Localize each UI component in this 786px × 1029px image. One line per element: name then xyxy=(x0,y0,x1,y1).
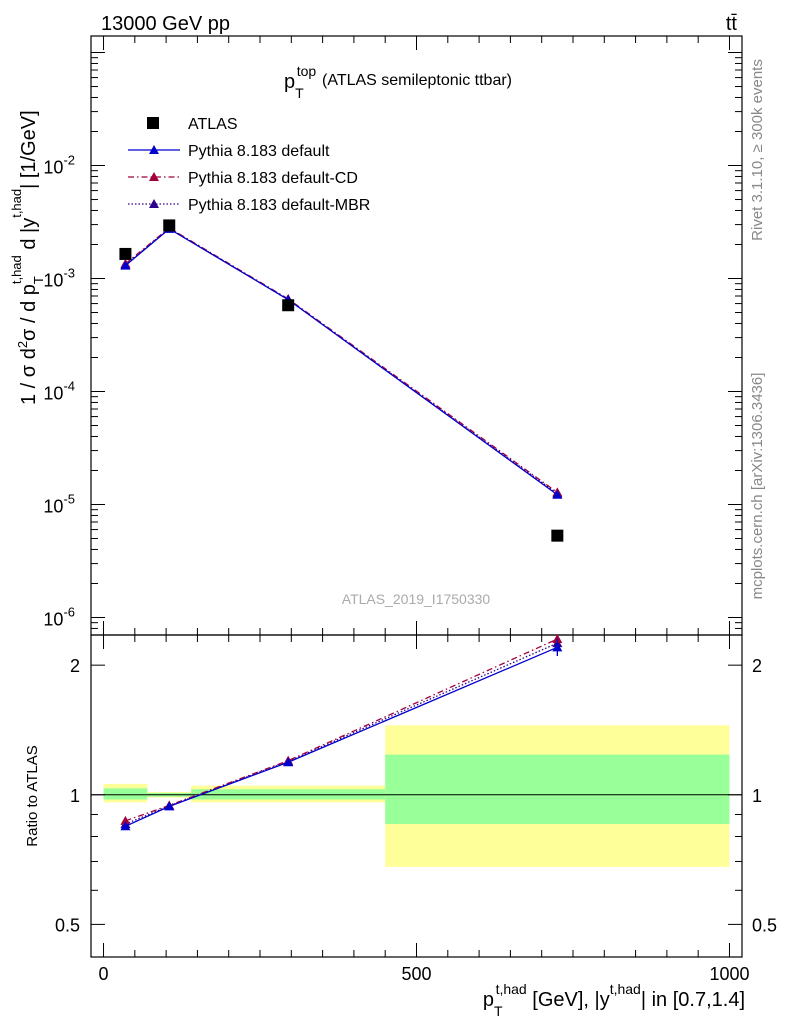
main-axis-ticks: 10-6 10-5 10-4 10-3 10-2 xyxy=(43,52,742,636)
legend-cd-marker xyxy=(149,172,159,181)
ratio-y-tick-label-right-0: 0.5 xyxy=(752,915,777,935)
legend-mbr-marker xyxy=(149,199,159,208)
ratio-series-layer xyxy=(120,634,563,831)
ratio-y-tick-label-2: 2 xyxy=(70,656,80,676)
ratio-y-tick-label-0: 0.5 xyxy=(55,915,80,935)
stat-band-0 xyxy=(103,788,148,800)
atlas-data-point-0 xyxy=(119,247,132,260)
atlas-data-point-3 xyxy=(551,529,564,542)
ratio-y-axis-label: Ratio to ATLAS xyxy=(24,745,41,846)
main-point-1-0 xyxy=(120,260,131,270)
main-line-2 xyxy=(125,227,558,493)
atlas-data-point-1 xyxy=(163,219,176,232)
ratio-point-0-3 xyxy=(552,642,563,652)
ratio-point-1-0 xyxy=(120,815,131,825)
main-y-tick-label-4: 10-2 xyxy=(43,153,75,178)
plot-title: (ATLAS semileptonic ttbar) xyxy=(322,72,512,89)
stat-band-3 xyxy=(385,754,730,825)
main-y-tick-label-0: 10-6 xyxy=(43,604,75,629)
ratio-point-0-1 xyxy=(164,801,175,811)
ratio-y-tick-label-right-2: 2 xyxy=(752,656,762,676)
legend-atlas-marker xyxy=(147,117,159,129)
ratio-line-0 xyxy=(125,646,558,827)
plot-title-variable: pTtop xyxy=(284,63,316,101)
ratio-point-1-3 xyxy=(552,634,563,644)
x-tick-label-1: 500 xyxy=(401,964,431,984)
ratio-axis-ticks: 0 500 1000 0.5 0.5 1 1 2 2 xyxy=(55,36,777,984)
main-y-tick-label-2: 10-4 xyxy=(43,379,75,404)
main-line-3 xyxy=(125,227,558,495)
ratio-y-tick-label-1: 1 xyxy=(70,786,80,806)
legend-default-label: Pythia 8.183 default xyxy=(188,143,330,160)
legend-mbr-label: Pythia 8.183 default-MBR xyxy=(188,197,370,214)
ratio-y-tick-label-right-1: 1 xyxy=(752,786,762,806)
main-y-tick-label-3: 10-3 xyxy=(43,266,75,291)
x-tick-label-2: 1000 xyxy=(709,964,749,984)
atlas-data-point-2 xyxy=(282,299,295,312)
collision-energy-label: 13000 GeV pp xyxy=(101,13,230,35)
ratio-uncertainty-bands xyxy=(91,725,742,867)
analysis-watermark: ATLAS_2019_I1750330 xyxy=(342,591,491,607)
main-y-tick-label-1: 10-5 xyxy=(43,491,75,516)
main-y-axis-label: 1 / σ d2σ / d pTt,had d |yt,had| [1/GeV] xyxy=(9,110,46,405)
legend-atlas-label: ATLAS xyxy=(188,116,238,133)
main-series-layer xyxy=(119,219,564,542)
process-label: tt̄ xyxy=(726,13,738,35)
main-line-1 xyxy=(125,228,558,496)
rivet-version-label: Rivet 3.1.10, ≥ 300k events xyxy=(749,59,766,241)
legend: ATLAS Pythia 8.183 default Pythia 8.183 … xyxy=(128,116,370,214)
ratio-line-1 xyxy=(125,638,558,822)
x-axis-label: pTt,had [GeV], |yt,had| in [0.7,1.4] xyxy=(483,981,745,1019)
legend-cd-label: Pythia 8.183 default-CD xyxy=(188,170,358,187)
main-point-1-3 xyxy=(552,489,563,499)
ratio-point-0-0 xyxy=(120,821,131,831)
legend-default-marker xyxy=(149,145,159,154)
ratio-point-0-2 xyxy=(283,757,294,767)
mcplots-reference-label: mcplots.cern.ch [arXiv:1306.3436] xyxy=(749,373,766,600)
x-tick-label-0: 0 xyxy=(99,964,109,984)
